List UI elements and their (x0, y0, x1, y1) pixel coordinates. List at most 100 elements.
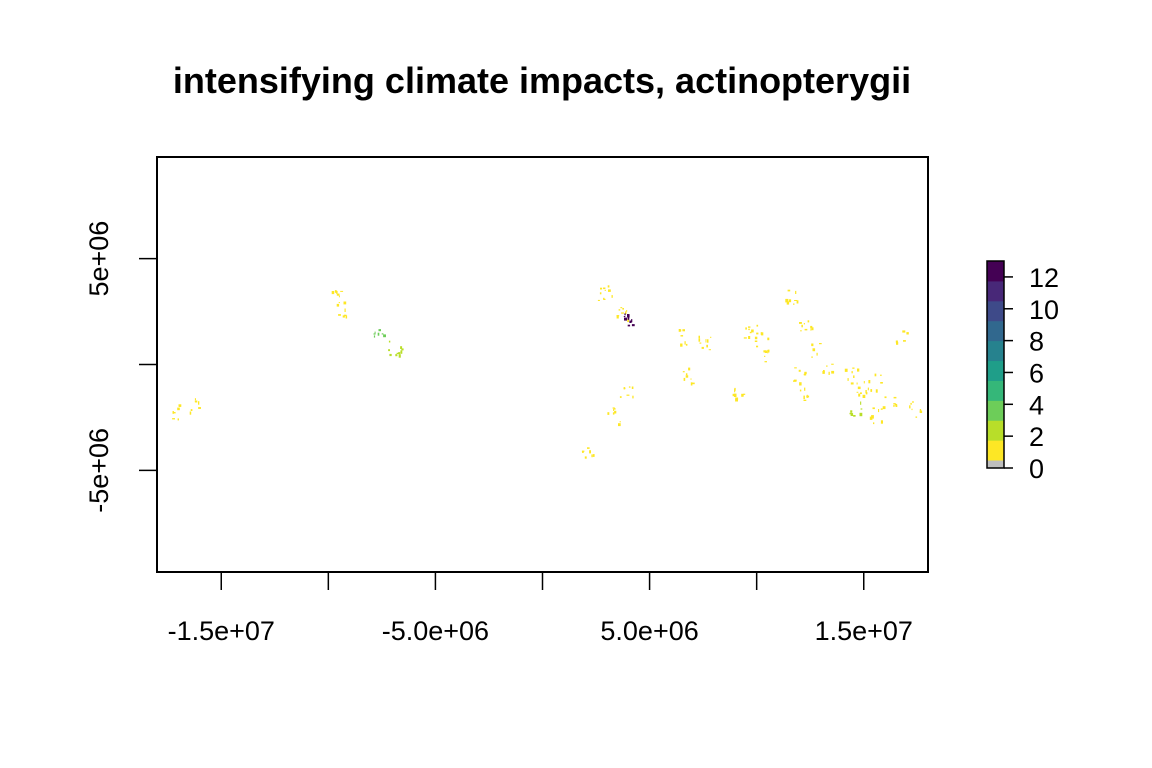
map-cell (903, 340, 906, 342)
map-cell (849, 412, 852, 415)
map-cell (803, 323, 805, 325)
map-cell (685, 343, 688, 346)
map-cell (627, 324, 631, 327)
map-cell (624, 317, 627, 321)
map-cell (847, 378, 849, 381)
map-cell (732, 393, 735, 397)
map-cell (177, 407, 180, 411)
map-cell-cluster (869, 407, 883, 425)
map-cell (701, 346, 704, 349)
legend-swatch (987, 420, 1004, 441)
map-cell (882, 406, 886, 410)
map-cell (860, 392, 862, 394)
map-cell (853, 415, 856, 417)
map-cell (919, 410, 923, 413)
map-cell (756, 324, 759, 327)
map-cell (867, 387, 869, 391)
legend-swatch (987, 340, 1004, 362)
map-cell (173, 412, 176, 414)
map-cell (400, 350, 403, 354)
map-cell (793, 380, 796, 382)
legend-swatch (987, 360, 1004, 381)
map-cell (597, 299, 600, 301)
map-cell (623, 316, 626, 318)
legend-tick-label: 10 (1029, 295, 1059, 325)
map-cell (705, 339, 707, 343)
map-cell (741, 393, 744, 397)
map-cell (880, 382, 883, 384)
x-tick-label: -1.5e+07 (168, 616, 275, 646)
map-cell (613, 408, 616, 410)
map-cell-cluster (756, 332, 770, 348)
map-cell (896, 341, 899, 345)
map-cell (761, 332, 764, 336)
map-cell (679, 329, 682, 332)
x-tick-label: 1.5e+07 (815, 616, 913, 646)
map-cell (172, 411, 174, 414)
map-cell (607, 285, 610, 288)
map-cell (799, 389, 802, 392)
legend-swatch (987, 261, 1004, 282)
map-cell (749, 331, 752, 334)
map-cell (612, 407, 615, 409)
map-cell (613, 408, 615, 411)
map-cell (884, 396, 887, 399)
map-cell (631, 324, 635, 327)
map-cell (754, 336, 758, 340)
map-cell (850, 382, 854, 385)
map-cell (754, 340, 758, 342)
map-cell-cluster (799, 387, 810, 401)
map-cell (680, 343, 683, 347)
map-cell (853, 375, 855, 378)
map-cell (388, 340, 391, 343)
map-cell (684, 341, 686, 345)
map-cell (172, 418, 175, 420)
map-cell (344, 308, 346, 312)
map-cell (343, 301, 347, 305)
map-cell (626, 394, 630, 396)
map-cell (764, 355, 766, 357)
map-cell (831, 363, 834, 365)
map-cell (831, 370, 835, 374)
map-cell (880, 408, 883, 410)
map-cell (871, 415, 874, 419)
map-cell (811, 356, 813, 358)
legend-swatch (987, 280, 1004, 302)
map-cell (915, 416, 918, 418)
map-cell (856, 382, 858, 385)
map-cell-cluster (856, 380, 871, 398)
y-axis: 5e+06 -5e+06 (84, 221, 158, 513)
map-cell (856, 391, 859, 393)
map-cell (748, 328, 750, 331)
map-cell (798, 369, 801, 372)
map-cell (625, 311, 627, 314)
map-cell (374, 331, 376, 335)
legend-tick-label: 8 (1029, 327, 1044, 357)
map-cell (336, 293, 340, 296)
map-cell-cluster (172, 404, 182, 421)
map-cell (844, 368, 848, 372)
map-cell (806, 395, 810, 398)
map-cell (627, 317, 630, 320)
map-cell (851, 371, 853, 374)
map-cell (396, 352, 399, 354)
map-cell (795, 290, 797, 294)
map-cell-cluster (844, 367, 860, 385)
map-cell (708, 349, 711, 351)
map-cell (826, 365, 828, 367)
x-tick-label: -5.0e+06 (382, 616, 489, 646)
map-cell (688, 367, 691, 371)
map-cell (756, 345, 759, 348)
map-cell (178, 404, 182, 407)
map-cell (612, 412, 615, 415)
map-cell (811, 343, 814, 347)
map-cell (735, 397, 739, 400)
chart-title: intensifying climate impacts, actinopter… (173, 60, 911, 101)
map-cell (338, 295, 340, 298)
map-cell (398, 352, 401, 355)
map-cell-cluster (597, 285, 613, 301)
legend-tick-label: 2 (1029, 422, 1044, 452)
map-cell (794, 367, 797, 369)
map-cell-cluster (732, 387, 746, 402)
map-cell (799, 382, 802, 386)
